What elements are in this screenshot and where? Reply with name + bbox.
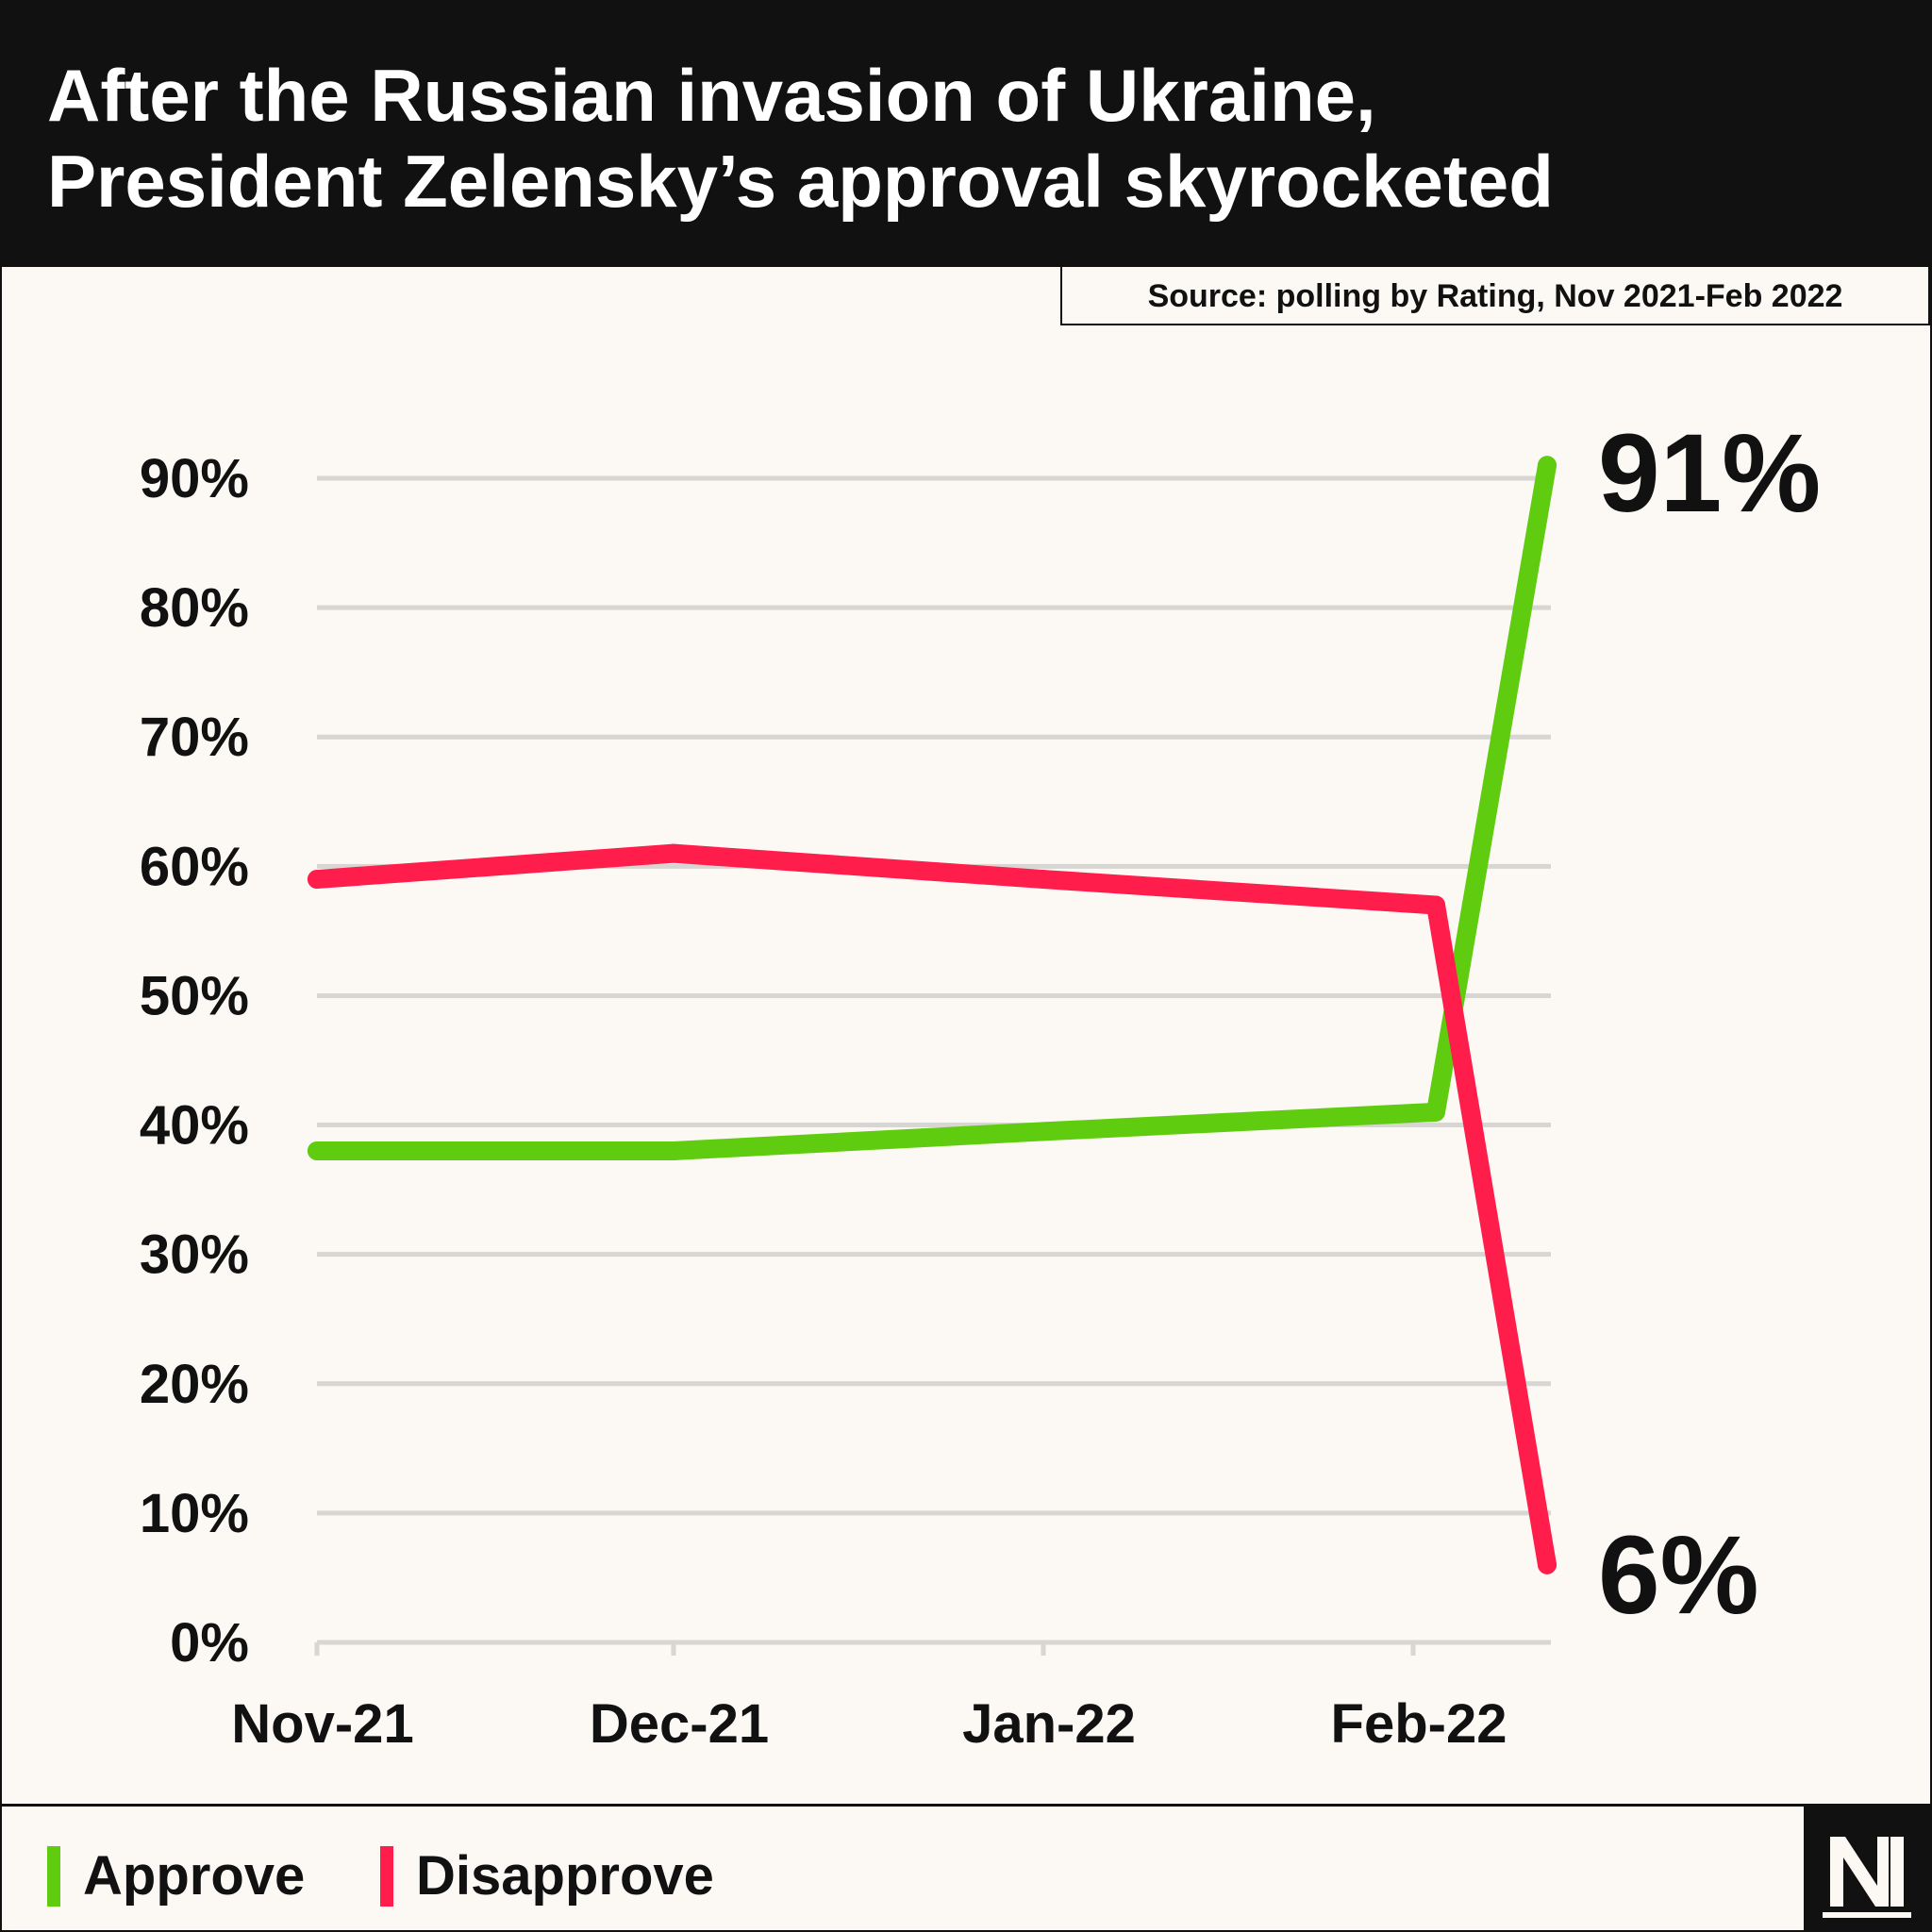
x-tick-label: Nov-21 xyxy=(231,1693,413,1755)
legend-label-disapprove: Disapprove xyxy=(416,1845,714,1907)
title-banner: After the Russian invasion of Ukraine, P… xyxy=(2,2,1930,267)
y-tick-label: 60% xyxy=(140,836,249,897)
series-line-approve xyxy=(308,456,1557,1160)
y-tick-label: 50% xyxy=(140,965,249,1026)
data-point-approve xyxy=(1538,456,1557,475)
chart-title-line-2: President Zelensky’s approval skyrockete… xyxy=(47,140,1554,223)
chart-title-line-1: After the Russian invasion of Ukraine, xyxy=(47,54,1376,137)
legend-swatch-approve xyxy=(47,1846,60,1907)
data-point-approve xyxy=(1034,1122,1053,1141)
y-tick-label: 0% xyxy=(170,1612,249,1674)
y-tick-label: 90% xyxy=(140,448,249,509)
brand-logo-icon xyxy=(1804,1807,1930,1930)
data-point-disapprove xyxy=(1538,1555,1557,1574)
y-tick-label: 30% xyxy=(140,1224,249,1286)
end-label-disapprove: 6% xyxy=(1598,1513,1759,1638)
data-point-approve xyxy=(308,1141,326,1160)
x-tick-label: Dec-21 xyxy=(590,1693,769,1755)
legend-label-approve: Approve xyxy=(83,1845,306,1907)
line-chart: 0% 10% 20% 30% 40% 50% 60% 70% 80% 90% Nov-21 Dec-2… xyxy=(140,411,1821,1755)
data-point-approve xyxy=(664,1141,683,1160)
source-note: Source: polling by Rating, Nov 2021-Feb … xyxy=(1060,267,1930,325)
y-tick-label: 70% xyxy=(140,707,249,768)
data-point-approve xyxy=(1426,1102,1445,1122)
y-tick-label: 80% xyxy=(140,577,249,639)
legend-swatch-disapprove xyxy=(380,1846,393,1907)
data-point-disapprove xyxy=(1426,895,1445,915)
legend-bar: Approve Disapprove xyxy=(2,1804,1930,1930)
y-tick-label: 10% xyxy=(140,1483,249,1544)
y-tick-label: 40% xyxy=(140,1095,249,1157)
data-point-disapprove xyxy=(664,843,683,863)
x-tick-label: Jan-22 xyxy=(962,1693,1136,1755)
end-label-approve: 91% xyxy=(1598,411,1821,536)
data-point-disapprove xyxy=(308,870,326,890)
series-line-disapprove xyxy=(308,843,1557,1574)
x-tick-label: Feb-22 xyxy=(1331,1693,1507,1755)
y-tick-label: 20% xyxy=(140,1354,249,1415)
data-point-disapprove xyxy=(1034,870,1053,890)
